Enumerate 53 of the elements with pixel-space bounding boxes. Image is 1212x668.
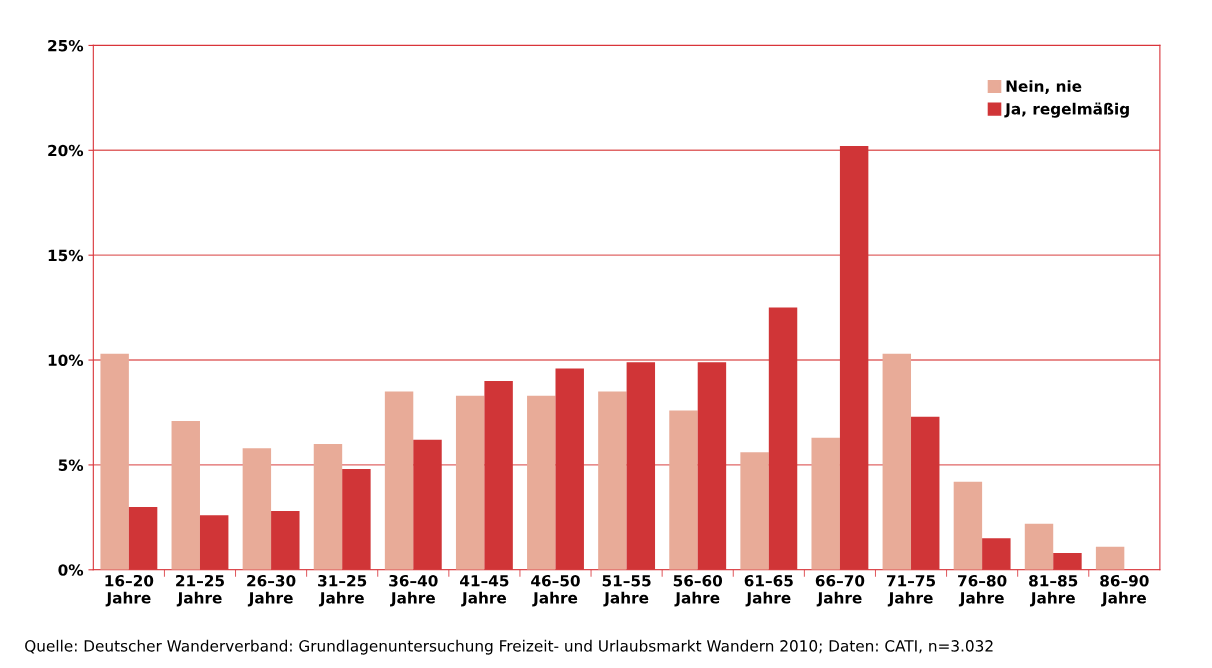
bar xyxy=(626,362,656,570)
x-tick-label: 86–90 Jahre xyxy=(1100,574,1149,607)
bar xyxy=(128,506,158,570)
bar xyxy=(484,381,513,570)
legend-label: Ja, regelmäßig xyxy=(1004,102,1129,118)
bar xyxy=(342,469,371,570)
bar xyxy=(697,362,727,570)
bar xyxy=(740,452,769,570)
bar xyxy=(455,395,485,570)
x-tick-label: 66–70 Jahre xyxy=(815,574,865,607)
x-tick-label: 61–65 Jahre xyxy=(744,574,793,607)
bar xyxy=(598,391,627,570)
bar xyxy=(669,410,698,570)
bar xyxy=(199,515,229,570)
x-tick-label: 26–30 Jahre xyxy=(247,574,296,607)
x-tick-label: 71–75 Jahre xyxy=(886,575,936,607)
bar xyxy=(242,448,272,570)
bar xyxy=(839,146,869,570)
x-tick-label: 16–20 Jahre xyxy=(105,574,154,607)
x-tick-label: 21–25 Jahre xyxy=(176,574,224,607)
bar xyxy=(1095,546,1125,570)
y-tick-label: 20% xyxy=(48,144,84,157)
bar xyxy=(527,395,556,570)
bar xyxy=(171,420,200,570)
bar xyxy=(1053,553,1082,570)
x-tick-label: 81–85 Jahre xyxy=(1029,574,1078,607)
source-note: Quelle: Deutscher Wanderverband: Grundlagenuntersuchung Freizeit- und Urlaubsmarkt Wandern 2010; Daten: CATI, n=3.032 xyxy=(25,639,993,655)
x-tick-label: 31–25 Jahre xyxy=(318,574,367,607)
legend-label: Nein, nie xyxy=(1006,80,1082,94)
y-tick-label: 25% xyxy=(48,39,84,52)
y-tick-label: 0% xyxy=(58,564,84,576)
bar xyxy=(1024,523,1054,570)
bar xyxy=(982,538,1011,570)
x-tick-label: 46–50 Jahre xyxy=(531,574,580,607)
bar xyxy=(100,353,129,570)
x-tick-label: 36–40 Jahre xyxy=(389,574,438,607)
x-tick-label: 56–60 Jahre xyxy=(673,574,723,607)
bar xyxy=(882,353,912,570)
bar xyxy=(953,481,983,570)
y-tick-label: 10% xyxy=(48,354,84,367)
bar xyxy=(555,368,584,570)
x-tick-label: 41–45 Jahre xyxy=(460,575,509,607)
x-tick-label: 51–55 Jahre xyxy=(602,575,651,607)
bar xyxy=(768,307,798,570)
x-tick-label: 76–80 Jahre xyxy=(958,574,1007,607)
bar xyxy=(811,437,840,570)
bar xyxy=(271,511,300,570)
y-tick-label: 5% xyxy=(58,459,84,471)
bar xyxy=(413,439,442,570)
bar xyxy=(384,391,414,570)
bar xyxy=(911,416,940,570)
y-tick-label: 15% xyxy=(48,249,84,262)
bar xyxy=(313,443,343,570)
